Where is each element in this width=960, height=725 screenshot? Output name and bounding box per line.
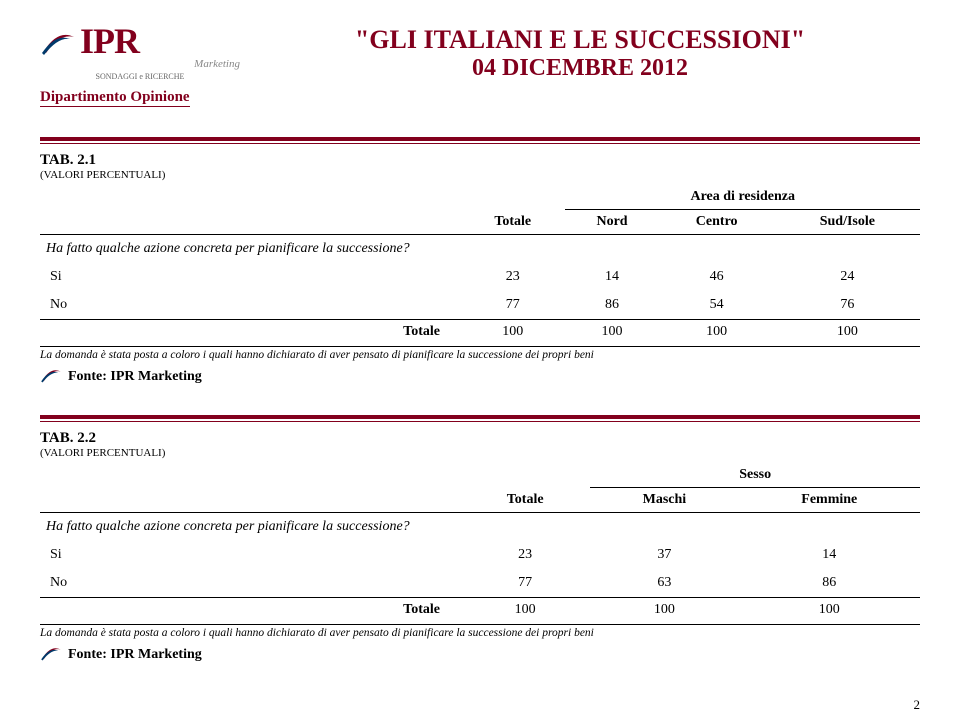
cell-value: 46	[659, 263, 775, 291]
row-label: Si	[40, 263, 460, 291]
column-header: Femmine	[739, 488, 920, 513]
tables-container: TAB. 2.1(VALORI PERCENTUALI)Area di resi…	[40, 137, 920, 669]
logo-subline: SONDAGGI e RICERCHE	[40, 72, 240, 81]
table-block: TAB. 2.2(VALORI PERCENTUALI)SessoTotaleM…	[40, 415, 920, 669]
row-label: No	[40, 569, 460, 598]
table-sublabel: (VALORI PERCENTUALI)	[40, 169, 920, 181]
table-label: TAB. 2.2	[40, 430, 920, 447]
total-value: 100	[739, 598, 920, 623]
column-header: Nord	[565, 210, 658, 235]
page-header: IPR Marketing SONDAGGI e RICERCHE Dipart…	[40, 20, 920, 107]
cell-value: 77	[460, 569, 590, 598]
total-value: 100	[775, 320, 920, 345]
logo-tagline: Marketing	[40, 58, 240, 70]
cell-value: 23	[460, 541, 590, 569]
row-label: Si	[40, 541, 460, 569]
total-label: Totale	[40, 598, 460, 623]
cell-value: 37	[590, 541, 738, 569]
column-header: Centro	[659, 210, 775, 235]
title-block: "GLI ITALIANI E LE SUCCESSIONI" 04 DICEM…	[240, 20, 920, 82]
source-text: Fonte: IPR Marketing	[68, 369, 202, 385]
total-value: 100	[565, 320, 658, 345]
table-block: TAB. 2.1(VALORI PERCENTUALI) Area di resi…	[40, 137, 920, 391]
swoosh-icon	[40, 641, 62, 669]
footnote: La domanda è stata posta a coloro i qual…	[40, 624, 920, 639]
department-label: Dipartimento Opinione	[40, 89, 190, 107]
table-label: TAB. 2.1	[40, 152, 920, 169]
source-row: Fonte: IPR Marketing	[40, 641, 920, 669]
footnote: La domanda è stata posta a coloro i qual…	[40, 346, 920, 361]
source-text: Fonte: IPR Marketing	[68, 647, 202, 663]
question-text: Ha fatto qualche azione concreta per pia…	[40, 513, 920, 542]
column-header: Totale	[460, 210, 565, 235]
date-title: 04 DICEMBRE 2012	[240, 55, 920, 82]
cell-value: 77	[460, 291, 565, 320]
page-number: 2	[914, 697, 921, 713]
cell-value: 63	[590, 569, 738, 598]
table-row: Si23144624	[40, 263, 920, 291]
cell-value: 86	[739, 569, 920, 598]
table-row: No77865476	[40, 291, 920, 320]
cell-value: 76	[775, 291, 920, 320]
total-value: 100	[659, 320, 775, 345]
swoosh-icon	[40, 23, 76, 59]
question-text: Ha fatto qualche azione concreta per pia…	[40, 235, 920, 264]
main-title: "GLI ITALIANI E LE SUCCESSIONI"	[240, 25, 920, 55]
column-header: Totale	[460, 488, 590, 513]
table-row: No776386	[40, 569, 920, 598]
row-label: No	[40, 291, 460, 320]
total-value: 100	[460, 320, 565, 345]
data-table: SessoTotaleMaschiFemmineHa fatto qualche…	[40, 463, 920, 622]
group-header: Area di residenza	[565, 185, 920, 210]
total-label: Totale	[40, 320, 460, 345]
cell-value: 23	[460, 263, 565, 291]
table-row: Si233714	[40, 541, 920, 569]
source-row: Fonte: IPR Marketing	[40, 363, 920, 391]
logo: IPR	[40, 20, 240, 62]
logo-text: IPR	[80, 20, 139, 62]
cell-value: 14	[739, 541, 920, 569]
column-header: Sud/Isole	[775, 210, 920, 235]
column-header: Maschi	[590, 488, 738, 513]
total-value: 100	[590, 598, 738, 623]
cell-value: 54	[659, 291, 775, 320]
logo-block: IPR Marketing SONDAGGI e RICERCHE Dipart…	[40, 20, 240, 107]
total-value: 100	[460, 598, 590, 623]
data-table: Area di residenzaTotaleNordCentroSud/Iso…	[40, 185, 920, 344]
cell-value: 14	[565, 263, 658, 291]
cell-value: 86	[565, 291, 658, 320]
cell-value: 24	[775, 263, 920, 291]
table-sublabel: (VALORI PERCENTUALI)	[40, 447, 920, 459]
swoosh-icon	[40, 363, 62, 391]
group-header: Sesso	[590, 463, 920, 488]
